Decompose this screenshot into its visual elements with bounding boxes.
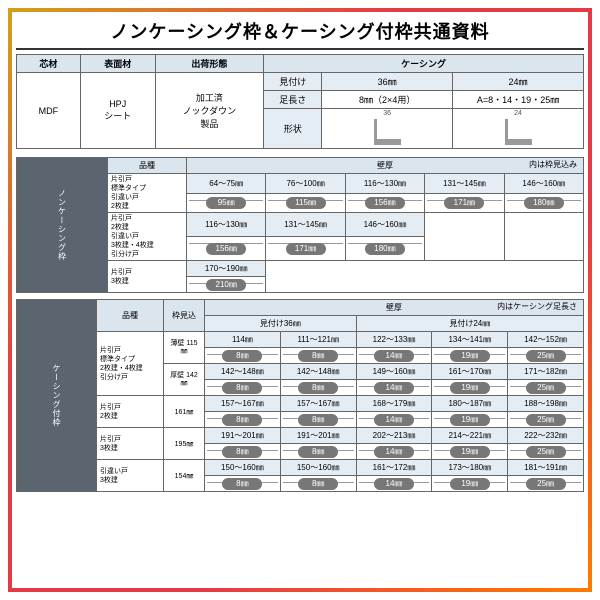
h-casing: ケーシング <box>264 55 584 73</box>
g2-wakumi: 枠見込 <box>164 300 205 332</box>
g1-n1: 片引戸2枚建引違い戸3枚建・4枚建引分け戸 <box>108 213 187 261</box>
h-surf: 表面材 <box>80 55 155 73</box>
page-title: ノンケーシング枠＆ケーシング付枠共通資料 <box>16 18 584 44</box>
shape-lbl: 形状 <box>264 109 322 149</box>
mitsuke-36: 36㎜ <box>322 73 453 91</box>
g2-hinsyu: 品種 <box>97 300 164 332</box>
ashi-8: 8㎜（2×4用） <box>322 91 453 109</box>
mitsuke-24: 24㎜ <box>453 73 584 91</box>
mitsuke-lbl: 見付け <box>264 73 322 91</box>
grp1-label: ノンケーシング枠 <box>17 158 108 293</box>
h-core: 芯材 <box>17 55 81 73</box>
grp2-label: ケーシング付枠 <box>17 300 97 492</box>
g2-n1: 片引戸2枚建 <box>97 396 164 428</box>
g1-n0: 片引戸標準タイプ引違い戸2枚建 <box>108 174 187 213</box>
g2-legend: 内はケーシング足長さ <box>497 301 581 312</box>
ashi-lbl: 足長さ <box>264 91 322 109</box>
g2-kabe: 壁厚 <box>386 303 402 312</box>
g2-n3: 引違い戸3枚建 <box>97 460 164 492</box>
casing-table: ケーシング付枠 品種 枠見込 壁厚内はケーシング足長さ 見付け36㎜見付け24㎜… <box>16 299 584 492</box>
h-ship: 出荷形態 <box>155 55 263 73</box>
g2-n0: 片引戸標準タイプ2枚建・4枚建引分け戸 <box>97 332 164 396</box>
g1-kabe: 壁厚 <box>377 161 393 170</box>
ashi-a: A=8・14・19・25㎜ <box>453 91 584 109</box>
spec-table: 芯材 表面材 出荷形態 ケーシング MDF HPJ シート 加工済 ノックダウン… <box>16 54 584 149</box>
g1-n2: 片引戸3枚建 <box>108 261 187 293</box>
shape-24: 24 <box>453 109 584 149</box>
noncasing-table: ノンケーシング枠 品種 壁厚内は枠見込み 片引戸標準タイプ引違い戸2枚建 64～… <box>16 157 584 293</box>
g1-hinsyu: 品種 <box>108 158 187 174</box>
g1-legend: 内は枠見込み <box>529 159 581 170</box>
ship-val: 加工済 ノックダウン 製品 <box>155 73 263 149</box>
shape-36: 36 <box>322 109 453 149</box>
g2-n2: 片引戸3枚建 <box>97 428 164 460</box>
surf-val: HPJ シート <box>80 73 155 149</box>
core-val: MDF <box>17 73 81 149</box>
